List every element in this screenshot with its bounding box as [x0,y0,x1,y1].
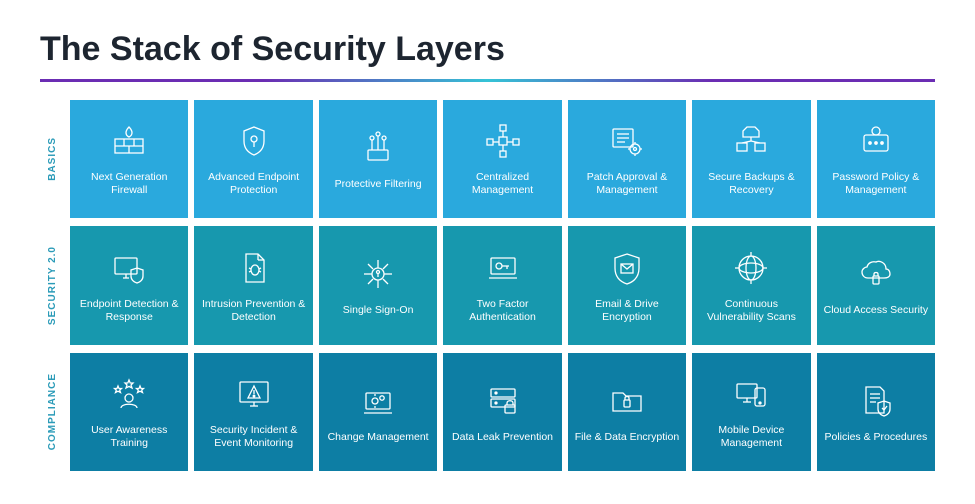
tile: Advanced Endpoint Protection [194,100,312,218]
password-box-icon [856,121,896,161]
globe-scan-icon [731,248,771,288]
tiles-security20: Endpoint Detection & Response Intrusion … [70,226,935,344]
tile-label: Protective Filtering [335,178,422,191]
row-label-text: COMPLIANCE [47,373,58,450]
tile-label: Cloud Access Security [824,304,928,317]
filter-circuit-icon [358,128,398,168]
tile: File & Data Encryption [568,353,686,471]
cloud-lock-icon [856,254,896,294]
tile: Intrusion Prevention & Detection [194,226,312,344]
tiles-compliance: User Awareness Training Security Inciden… [70,353,935,471]
tile: Single Sign-On [319,226,437,344]
tile-label: Next Generation Firewall [76,171,182,197]
shield-lock-icon [234,121,274,161]
row-security20: SECURITY 2.0 Endpoint Detection & Respon… [40,226,935,344]
tile-label: Email & Drive Encryption [574,298,680,324]
shield-mail-icon [607,248,647,288]
tile-label: Intrusion Prevention & Detection [200,298,306,324]
tile: Data Leak Prevention [443,353,561,471]
row-compliance: COMPLIANCE User Awareness Training Secur… [40,353,935,471]
doc-bug-icon [234,248,274,288]
tile: Change Management [319,353,437,471]
tile-label: Endpoint Detection & Response [76,298,182,324]
tile-label: Password Policy & Management [823,171,929,197]
firewall-icon [109,121,149,161]
tile: Next Generation Firewall [70,100,188,218]
tile: Patch Approval & Management [568,100,686,218]
tile-label: Two Factor Authentication [449,298,555,324]
tile-label: Patch Approval & Management [574,171,680,197]
tile: Cloud Access Security [817,226,935,344]
tile-label: Secure Backups & Recovery [698,171,804,197]
row-label: SECURITY 2.0 [40,226,64,344]
server-lock-icon [483,381,523,421]
tile: Endpoint Detection & Response [70,226,188,344]
tile: User Awareness Training [70,353,188,471]
tile-label: Continuous Vulnerability Scans [698,298,804,324]
tile-label: User Awareness Training [76,424,182,450]
laptop-gears-icon [358,381,398,421]
page-title: The Stack of Security Layers [40,30,935,69]
stack-container: BASICS Next Generation Firewall Advanced… [40,100,935,471]
network-nodes-icon [483,121,523,161]
tile: Policies & Procedures [817,353,935,471]
tile-label: Advanced Endpoint Protection [200,171,306,197]
doc-shield-icon [856,381,896,421]
tile-label: Single Sign-On [343,304,414,317]
tile: Two Factor Authentication [443,226,561,344]
tile: Protective Filtering [319,100,437,218]
row-label: COMPLIANCE [40,353,64,471]
laptop-key-icon [483,248,523,288]
tile-label: Security Incident & Event Monitoring [200,424,306,450]
tile-label: Data Leak Prevention [452,431,553,444]
gear-list-icon [607,121,647,161]
monitor-alert-icon [234,374,274,414]
tile-label: Policies & Procedures [824,431,927,444]
title-rule [40,79,935,82]
tile: Mobile Device Management [692,353,810,471]
monitor-shield-icon [109,248,149,288]
tile-label: Mobile Device Management [698,424,804,450]
tile: Secure Backups & Recovery [692,100,810,218]
tile-label: File & Data Encryption [575,431,679,444]
tile-label: Centralized Management [449,171,555,197]
row-label: BASICS [40,100,64,218]
tile: Security Incident & Event Monitoring [194,353,312,471]
sso-circuit-icon [358,254,398,294]
tile: Email & Drive Encryption [568,226,686,344]
folder-lock-icon [607,381,647,421]
devices-icon [731,374,771,414]
row-basics: BASICS Next Generation Firewall Advanced… [40,100,935,218]
tile: Centralized Management [443,100,561,218]
tiles-basics: Next Generation Firewall Advanced Endpoi… [70,100,935,218]
backup-boxes-icon [731,121,771,161]
user-stars-icon [109,374,149,414]
row-label-text: SECURITY 2.0 [47,246,58,325]
tile: Continuous Vulnerability Scans [692,226,810,344]
tile-label: Change Management [328,431,429,444]
row-label-text: BASICS [47,137,58,181]
tile: Password Policy & Management [817,100,935,218]
